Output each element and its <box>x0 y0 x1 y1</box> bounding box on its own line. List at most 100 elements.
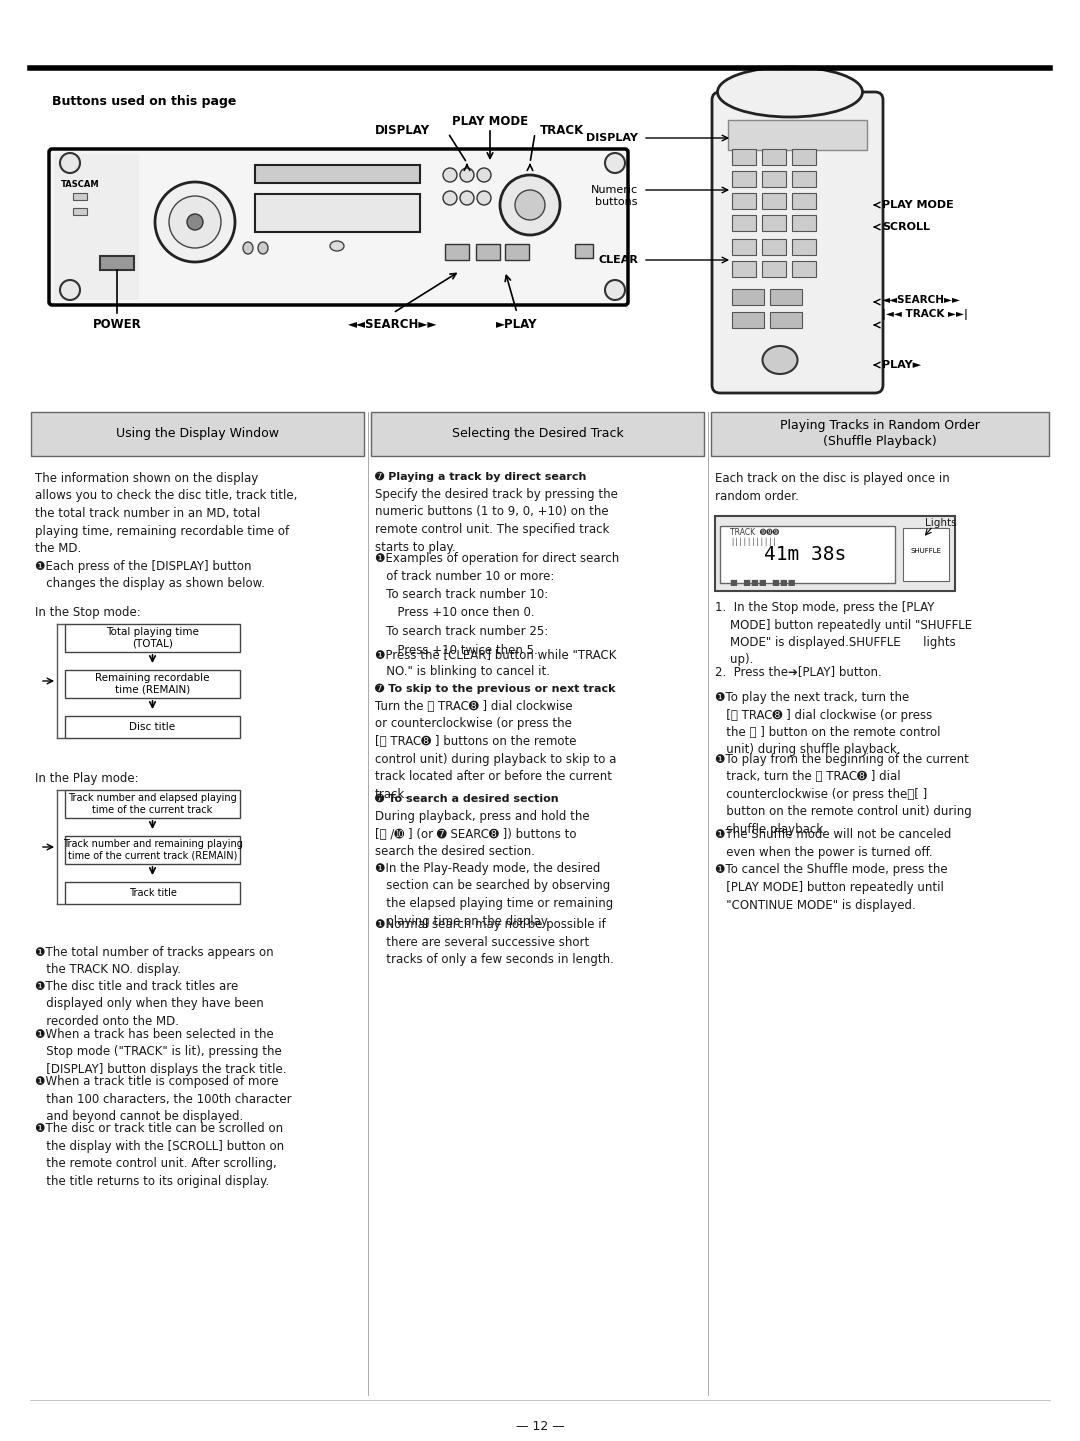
Bar <box>715 516 955 591</box>
Text: PLAY MODE: PLAY MODE <box>882 200 954 210</box>
Text: The information shown on the display
allows you to check the disc title, track t: The information shown on the display all… <box>35 473 297 555</box>
Text: PLAY►: PLAY► <box>882 360 921 370</box>
Bar <box>732 193 756 209</box>
Text: In the Stop mode:: In the Stop mode: <box>35 607 140 620</box>
Text: Track number and elapsed playing
time of the current track: Track number and elapsed playing time of… <box>68 793 237 814</box>
Bar <box>73 208 87 215</box>
Bar <box>732 239 756 255</box>
Circle shape <box>460 192 474 205</box>
Text: DISPLAY: DISPLAY <box>375 124 430 137</box>
Bar <box>720 526 895 584</box>
Text: ◄◄SEARCH►►
|◄◄ TRACK ►►|: ◄◄SEARCH►► |◄◄ TRACK ►►| <box>882 295 968 320</box>
Text: Playing Tracks in Random Order
(Shuffle Playback): Playing Tracks in Random Order (Shuffle … <box>780 419 980 448</box>
Text: Track title: Track title <box>129 888 176 898</box>
Text: ❶Each press of the [DISPLAY] button
   changes the display as shown below.: ❶Each press of the [DISPLAY] button chan… <box>35 561 265 591</box>
FancyBboxPatch shape <box>65 790 240 818</box>
Text: ➐ Playing a track by direct search: ➐ Playing a track by direct search <box>375 473 586 483</box>
Ellipse shape <box>258 242 268 254</box>
FancyBboxPatch shape <box>49 148 627 305</box>
Circle shape <box>477 169 491 182</box>
Text: Using the Display Window: Using the Display Window <box>116 428 279 441</box>
Text: TRACK: TRACK <box>540 124 584 137</box>
Bar <box>903 527 949 581</box>
Bar <box>732 171 756 187</box>
Circle shape <box>187 215 203 231</box>
Text: In the Play mode:: In the Play mode: <box>35 772 138 785</box>
Text: CLEAR: CLEAR <box>598 255 638 265</box>
Text: TASCAM: TASCAM <box>60 180 99 189</box>
Bar <box>792 148 816 166</box>
Bar <box>792 239 816 255</box>
FancyBboxPatch shape <box>65 716 240 738</box>
Text: Numeric
buttons: Numeric buttons <box>591 184 638 208</box>
Text: ◄◄SEARCH►►: ◄◄SEARCH►► <box>349 318 437 331</box>
Circle shape <box>515 190 545 220</box>
Text: POWER: POWER <box>93 318 141 331</box>
Bar <box>770 290 802 305</box>
Ellipse shape <box>243 242 253 254</box>
Text: ❶The Shuffle mode will not be canceled
   even when the power is turned off.: ❶The Shuffle mode will not be canceled e… <box>715 829 951 859</box>
Bar <box>732 313 764 329</box>
Bar <box>792 171 816 187</box>
Text: ➐ To search a desired section: ➐ To search a desired section <box>375 794 558 804</box>
Text: DISPLAY: DISPLAY <box>586 133 638 143</box>
Text: ❶When a track title is composed of more
   than 100 characters, the 100th charac: ❶When a track title is composed of more … <box>35 1075 292 1123</box>
Bar <box>505 244 529 259</box>
Text: │││││││││││: │││││││││││ <box>730 537 777 546</box>
Ellipse shape <box>330 241 345 251</box>
Text: ❶In the Play-Ready mode, the desired
   section can be searched by observing
   : ❶In the Play-Ready mode, the desired sec… <box>375 862 613 928</box>
Bar <box>54 154 139 300</box>
Bar <box>445 244 469 259</box>
Text: Buttons used on this page: Buttons used on this page <box>52 95 237 108</box>
Circle shape <box>605 153 625 173</box>
Text: PLAY MODE: PLAY MODE <box>451 115 528 128</box>
Text: ❶To cancel the Shuffle mode, press the
   [PLAY MODE] button repeatedly until
  : ❶To cancel the Shuffle mode, press the [… <box>715 863 947 912</box>
Text: ❶To play the next track, turn the
   [➕ TRAC➑ ] dial clockwise (or press
   the : ❶To play the next track, turn the [➕ TRA… <box>715 692 941 757</box>
Circle shape <box>500 174 561 235</box>
Bar <box>762 193 786 209</box>
Text: ➐ To skip to the previous or next track: ➐ To skip to the previous or next track <box>375 684 616 695</box>
Bar <box>792 261 816 277</box>
Bar <box>762 171 786 187</box>
Circle shape <box>168 196 221 248</box>
Bar <box>762 215 786 231</box>
Text: Each track on the disc is played once in
random order.: Each track on the disc is played once in… <box>715 473 949 503</box>
Text: ❶The total number of tracks appears on
   the TRACK NO. display.: ❶The total number of tracks appears on t… <box>35 945 273 977</box>
Bar <box>762 261 786 277</box>
Bar <box>762 239 786 255</box>
Text: ■  ■■■  ■■■: ■ ■■■ ■■■ <box>730 578 796 586</box>
Bar <box>732 215 756 231</box>
Bar <box>255 166 420 183</box>
Text: To search track number 10:
      Press +10 once then 0.
   To search track numbe: To search track number 10: Press +10 onc… <box>375 588 549 657</box>
Text: 1.  In the Stop mode, press the [PLAY
    MODE] button repeatedly until "SHUFFLE: 1. In the Stop mode, press the [PLAY MOD… <box>715 601 972 667</box>
Text: Turn the ➕ TRAC➑ ] dial clockwise
or counterclockwise (or press the
[➕ TRAC➑ ] b: Turn the ➕ TRAC➑ ] dial clockwise or cou… <box>375 700 617 801</box>
Bar <box>792 215 816 231</box>
Bar <box>762 148 786 166</box>
Bar <box>770 313 802 329</box>
Bar <box>711 412 1049 455</box>
Text: ►PLAY: ►PLAY <box>496 318 538 331</box>
Ellipse shape <box>762 346 797 375</box>
Bar <box>792 193 816 209</box>
Text: SHUFFLE: SHUFFLE <box>910 548 942 553</box>
Circle shape <box>605 280 625 300</box>
Circle shape <box>460 169 474 182</box>
Text: ❶To play from the beginning of the current
   track, turn the ➕ TRAC➑ ] dial
   : ❶To play from the beginning of the curre… <box>715 754 972 836</box>
Text: ❶The disc title and track titles are
   displayed only when they have been
   re: ❶The disc title and track titles are dis… <box>35 980 264 1027</box>
Bar <box>732 148 756 166</box>
Bar <box>728 120 867 150</box>
Circle shape <box>60 153 80 173</box>
Text: TRACK  ➒➒➒: TRACK ➒➒➒ <box>730 527 779 537</box>
Circle shape <box>443 192 457 205</box>
Bar <box>100 256 134 269</box>
Bar <box>575 244 593 258</box>
Circle shape <box>60 280 80 300</box>
Text: Disc title: Disc title <box>130 722 176 732</box>
Bar <box>31 412 364 455</box>
FancyBboxPatch shape <box>65 836 240 865</box>
FancyBboxPatch shape <box>65 624 240 651</box>
Circle shape <box>477 192 491 205</box>
Bar <box>732 261 756 277</box>
Bar <box>255 195 420 232</box>
FancyBboxPatch shape <box>712 92 883 393</box>
